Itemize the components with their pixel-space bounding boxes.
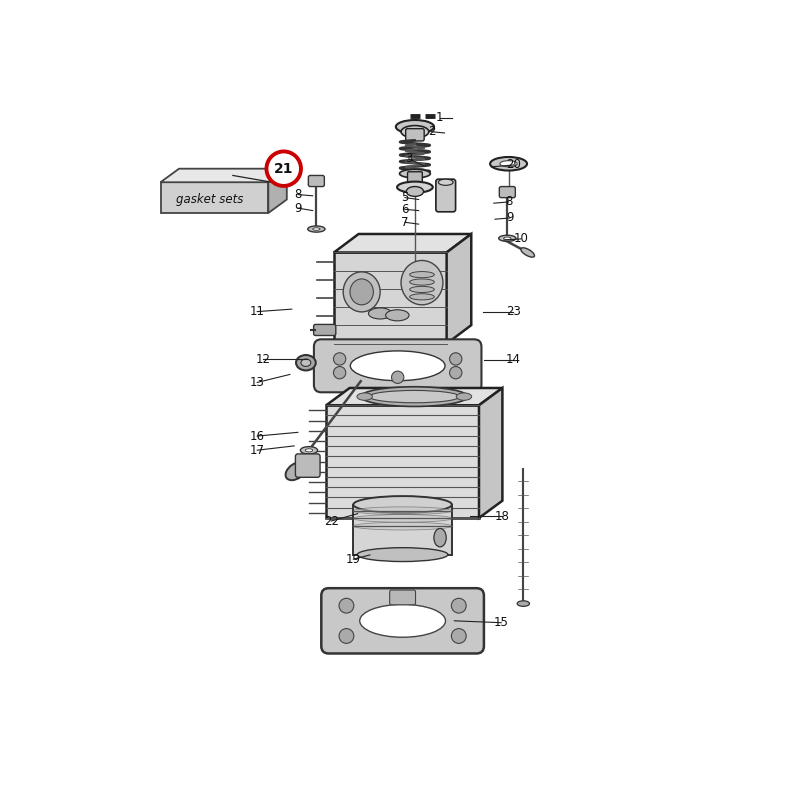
Text: 22: 22 (324, 514, 338, 527)
FancyBboxPatch shape (314, 339, 482, 392)
Ellipse shape (386, 310, 409, 321)
Ellipse shape (399, 170, 430, 178)
Polygon shape (161, 182, 268, 213)
Text: 19: 19 (346, 553, 361, 566)
Text: 10: 10 (514, 233, 528, 246)
Ellipse shape (410, 279, 434, 285)
Text: 18: 18 (495, 510, 510, 522)
Text: 8: 8 (505, 195, 512, 209)
Circle shape (334, 353, 346, 365)
Circle shape (451, 629, 466, 643)
Text: 6: 6 (402, 203, 409, 216)
Text: 23: 23 (506, 305, 521, 318)
Ellipse shape (500, 161, 517, 167)
Polygon shape (268, 169, 287, 213)
Ellipse shape (396, 120, 434, 134)
Text: 9: 9 (506, 211, 514, 225)
Ellipse shape (361, 386, 468, 406)
Circle shape (339, 629, 354, 643)
Polygon shape (479, 388, 502, 518)
Ellipse shape (369, 308, 392, 319)
Ellipse shape (504, 237, 511, 239)
Circle shape (391, 371, 404, 383)
FancyBboxPatch shape (390, 590, 415, 605)
FancyBboxPatch shape (322, 588, 484, 654)
Circle shape (451, 598, 466, 613)
Text: 15: 15 (494, 616, 509, 629)
Circle shape (450, 366, 462, 379)
Ellipse shape (401, 261, 443, 305)
Ellipse shape (397, 182, 433, 193)
Ellipse shape (498, 235, 516, 242)
Ellipse shape (350, 279, 374, 305)
Ellipse shape (369, 390, 460, 402)
Ellipse shape (517, 601, 530, 606)
FancyBboxPatch shape (436, 179, 455, 212)
Ellipse shape (360, 605, 446, 638)
Text: 2: 2 (428, 126, 435, 138)
Text: 3: 3 (405, 152, 413, 166)
Ellipse shape (354, 507, 452, 514)
Text: 20: 20 (506, 158, 521, 171)
Ellipse shape (410, 286, 434, 293)
Ellipse shape (354, 522, 452, 530)
Text: 1: 1 (436, 111, 443, 124)
Text: 9: 9 (294, 202, 302, 214)
Text: gasket sets: gasket sets (176, 193, 243, 206)
Ellipse shape (456, 393, 472, 400)
Ellipse shape (313, 228, 320, 230)
Circle shape (450, 353, 462, 365)
Ellipse shape (406, 186, 423, 197)
Ellipse shape (354, 496, 452, 513)
Text: 16: 16 (250, 430, 265, 442)
Text: 14: 14 (506, 353, 521, 366)
Text: 13: 13 (250, 376, 265, 389)
Polygon shape (334, 234, 471, 253)
Polygon shape (446, 234, 471, 344)
Ellipse shape (354, 514, 452, 522)
Text: 8: 8 (294, 188, 302, 201)
Polygon shape (161, 169, 287, 182)
Ellipse shape (306, 449, 313, 452)
Ellipse shape (286, 462, 306, 480)
Text: 12: 12 (256, 353, 271, 366)
Ellipse shape (300, 446, 318, 454)
Text: 11: 11 (250, 305, 265, 318)
FancyBboxPatch shape (308, 175, 324, 186)
Circle shape (339, 598, 354, 613)
FancyBboxPatch shape (407, 172, 422, 182)
Polygon shape (354, 505, 452, 554)
Polygon shape (334, 253, 446, 344)
Ellipse shape (490, 157, 527, 170)
Ellipse shape (410, 294, 434, 300)
Text: 5: 5 (402, 191, 409, 204)
Ellipse shape (357, 393, 372, 400)
Circle shape (334, 366, 346, 379)
Polygon shape (326, 406, 479, 518)
Circle shape (266, 151, 301, 186)
FancyBboxPatch shape (314, 325, 336, 335)
Ellipse shape (434, 529, 446, 547)
Ellipse shape (350, 351, 445, 381)
FancyBboxPatch shape (406, 129, 424, 141)
Ellipse shape (438, 179, 453, 186)
Ellipse shape (308, 226, 325, 232)
Ellipse shape (358, 548, 448, 562)
Ellipse shape (410, 271, 434, 278)
FancyBboxPatch shape (499, 186, 515, 198)
Ellipse shape (401, 126, 429, 138)
Ellipse shape (521, 248, 534, 257)
Ellipse shape (301, 359, 311, 366)
Ellipse shape (296, 355, 316, 370)
Text: 17: 17 (250, 444, 265, 457)
Text: 21: 21 (274, 162, 294, 176)
Polygon shape (326, 388, 502, 406)
Ellipse shape (343, 272, 380, 312)
FancyBboxPatch shape (295, 454, 320, 478)
Text: 7: 7 (402, 216, 409, 229)
